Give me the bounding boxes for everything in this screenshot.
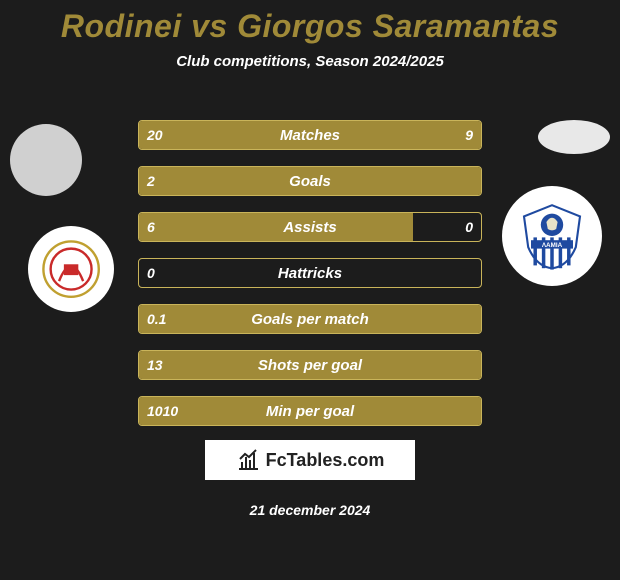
stat-fill-left xyxy=(139,213,413,241)
stat-value-left: 1010 xyxy=(147,397,178,425)
stat-row: 0Hattricks xyxy=(138,258,482,288)
stat-value-left: 0 xyxy=(147,259,155,287)
footer-date: 21 december 2024 xyxy=(0,502,620,518)
stat-row: 13Shots per goal xyxy=(138,350,482,380)
brand-logo[interactable]: FcTables.com xyxy=(205,440,415,480)
stat-row: 60Assists xyxy=(138,212,482,242)
stat-value-left: 6 xyxy=(147,213,155,241)
player-left-avatar xyxy=(10,124,82,196)
club-left-crest xyxy=(28,226,114,312)
club-right-crest: ΛΑΜΙΑ xyxy=(502,186,602,286)
stat-fill-left xyxy=(139,167,481,195)
stat-value-left: 2 xyxy=(147,167,155,195)
olympiacos-crest-icon xyxy=(41,239,101,299)
stat-fill-left xyxy=(139,397,481,425)
stat-label: Hattricks xyxy=(139,259,481,287)
player-right-avatar xyxy=(538,120,610,154)
stat-fill-left xyxy=(139,121,375,149)
comparison-bars: 209Matches2Goals60Assists0Hattricks0.1Go… xyxy=(138,120,482,442)
stat-row: 1010Min per goal xyxy=(138,396,482,426)
stat-row: 209Matches xyxy=(138,120,482,150)
stat-value-right: 9 xyxy=(465,121,473,149)
chart-icon xyxy=(236,448,260,472)
page-subtitle: Club competitions, Season 2024/2025 xyxy=(0,53,620,70)
svg-text:ΛΑΜΙΑ: ΛΑΜΙΑ xyxy=(542,242,563,249)
stat-value-left: 13 xyxy=(147,351,163,379)
stat-value-left: 20 xyxy=(147,121,163,149)
lamia-crest-icon: ΛΑΜΙΑ xyxy=(517,201,587,271)
stat-row: 0.1Goals per match xyxy=(138,304,482,334)
brand-text: FcTables.com xyxy=(266,450,385,471)
stat-fill-left xyxy=(139,351,481,379)
page-title: Rodinei vs Giorgos Saramantas xyxy=(0,0,620,45)
stat-fill-left xyxy=(139,305,481,333)
stat-value-left: 0.1 xyxy=(147,305,166,333)
stat-row: 2Goals xyxy=(138,166,482,196)
stat-value-right: 0 xyxy=(465,213,473,241)
